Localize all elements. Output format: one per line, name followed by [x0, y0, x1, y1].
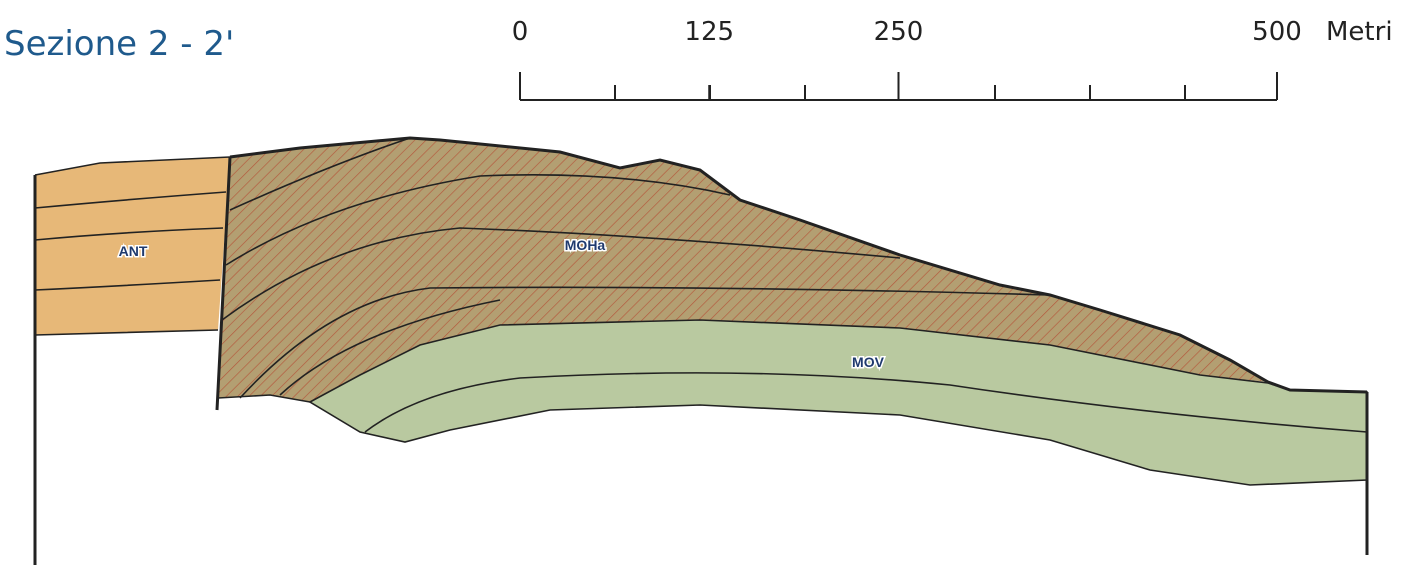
- scale-bar: Metri 0 125 250 500: [512, 17, 1393, 101]
- scale-label: 500: [1252, 17, 1302, 47]
- mov-body: [308, 319, 1368, 486]
- unit-label: MOV: [852, 354, 885, 370]
- scale-label: 250: [874, 17, 924, 47]
- scale-unit: Metri: [1326, 17, 1393, 47]
- scale-label: 125: [684, 17, 734, 47]
- unit-label: MOHa: [565, 237, 606, 253]
- unit-label: ANT: [119, 243, 148, 259]
- mov-layer: [364, 372, 1368, 433]
- title: Sezione 2 - 2': [4, 24, 234, 64]
- ant-layers: [34, 191, 227, 291]
- minor-ticks: [614, 85, 1186, 100]
- base-line: [217, 394, 311, 403]
- moha-layers: [221, 137, 1051, 399]
- scale-label: 0: [512, 17, 529, 47]
- section-outline: [33, 136, 1369, 565]
- moha-body: [218, 138, 1268, 402]
- ant-outline: [34, 156, 231, 336]
- ant-body: [35, 157, 230, 335]
